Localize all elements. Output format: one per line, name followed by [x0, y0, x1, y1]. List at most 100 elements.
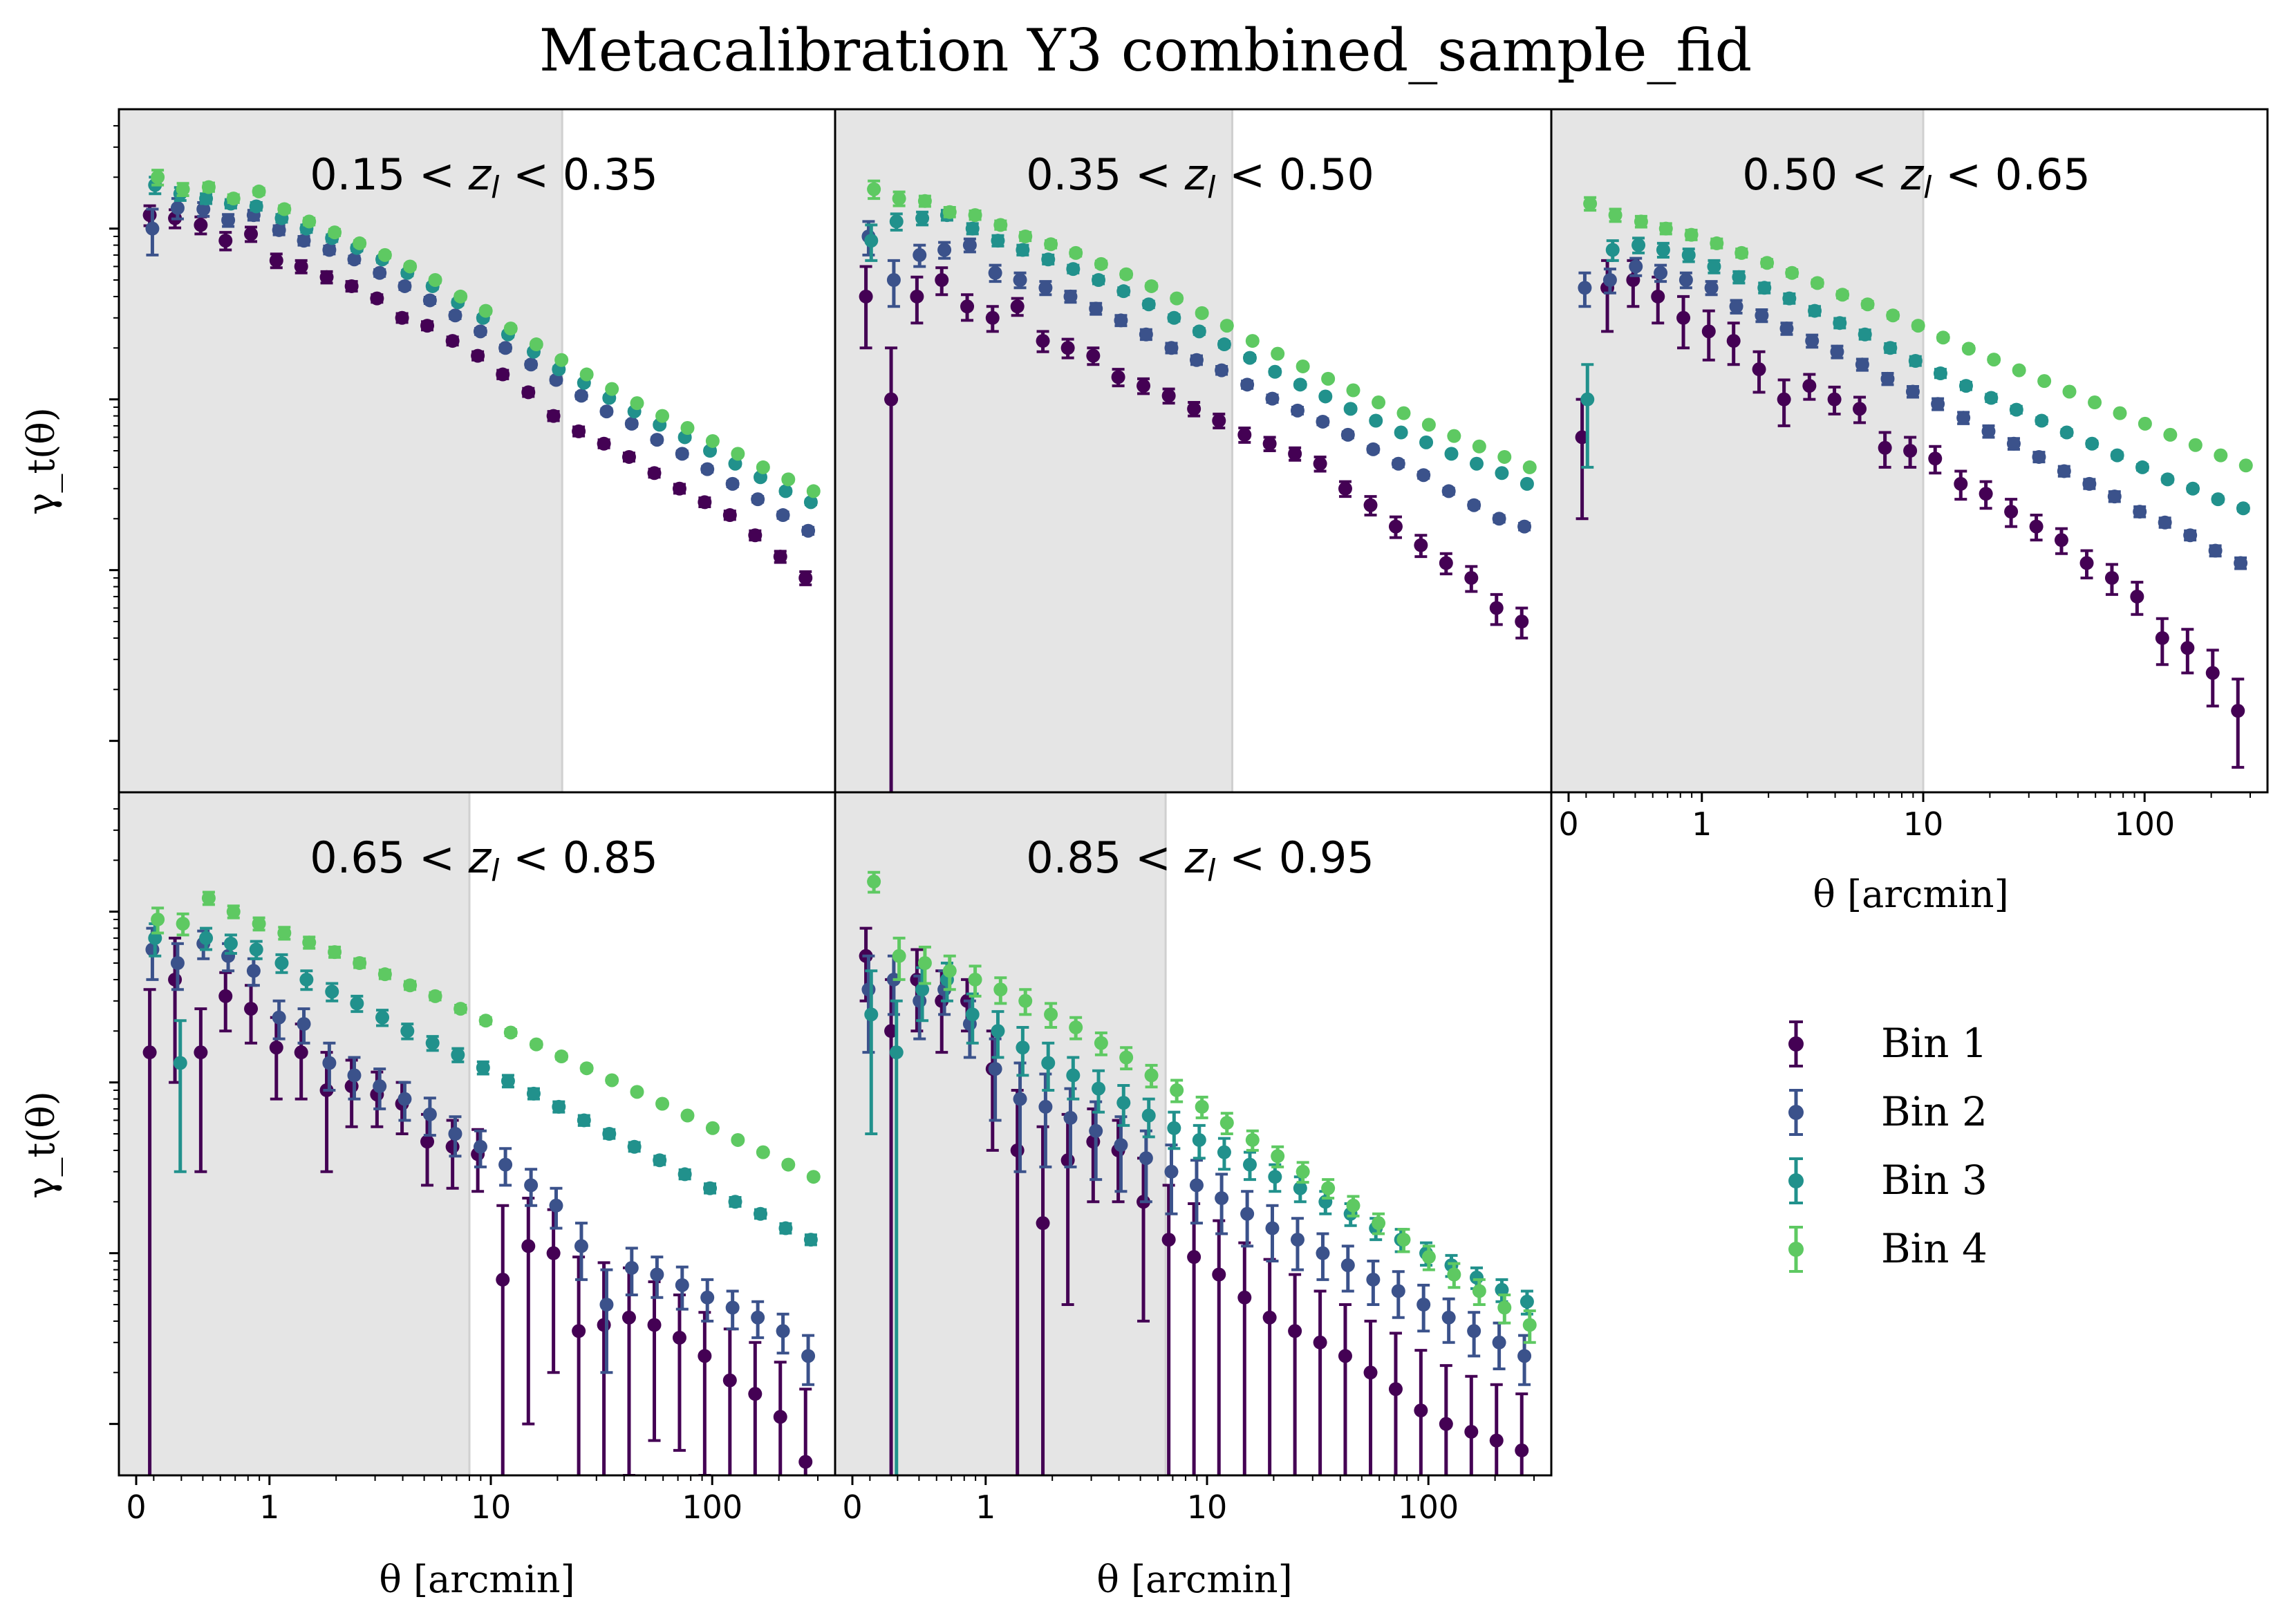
data-point — [2231, 704, 2245, 718]
data-point — [1860, 297, 1875, 312]
data-point — [1414, 1403, 1428, 1418]
data-point — [272, 1010, 286, 1025]
data-point — [274, 956, 289, 970]
data-point — [1237, 1290, 1252, 1305]
data-point — [325, 984, 339, 999]
data-point — [319, 270, 334, 284]
panel-frame — [834, 791, 1553, 1477]
data-point — [1470, 1270, 1484, 1285]
data-point — [1956, 411, 1971, 425]
data-point — [859, 289, 873, 304]
data-point — [521, 1239, 536, 1253]
data-point — [395, 310, 409, 325]
data-point — [1578, 281, 1592, 295]
data-point — [579, 367, 594, 382]
data-point — [353, 236, 367, 250]
data-point — [864, 234, 879, 248]
data-point — [1016, 243, 1030, 257]
data-point — [1519, 476, 1534, 491]
data-point — [1726, 334, 1741, 348]
x-tick-label: 100 — [1398, 1488, 1459, 1526]
data-point — [1396, 1233, 1411, 1247]
data-point — [524, 1178, 539, 1193]
data-point — [1853, 402, 1867, 416]
data-point — [1187, 1250, 1201, 1264]
data-point — [1069, 1020, 1083, 1035]
data-point — [2180, 641, 2195, 655]
data-point — [1321, 371, 1336, 386]
data-point — [1629, 259, 1643, 274]
data-point — [1903, 444, 1918, 458]
legend-label: Bin 3 — [1881, 1157, 1988, 1204]
data-point — [277, 202, 292, 216]
data-point — [773, 1410, 787, 1424]
data-point — [1167, 310, 1181, 325]
data-point — [297, 1017, 311, 1032]
data-point — [1018, 229, 1033, 243]
data-point — [798, 570, 813, 585]
data-point — [1928, 451, 1943, 466]
data-point — [1684, 227, 1699, 242]
data-point — [1602, 273, 1617, 287]
data-point — [801, 1349, 816, 1363]
data-point — [246, 964, 261, 978]
data-point — [1212, 413, 1226, 428]
panel-1: 0.15 < zl < 0.35 — [109, 108, 836, 794]
data-point — [1984, 391, 1999, 405]
data-point — [1421, 418, 1436, 432]
data-point — [2214, 448, 2228, 463]
data-point — [1757, 281, 1772, 295]
series-bin-4 — [867, 870, 1537, 1344]
data-point — [498, 341, 513, 355]
data-point — [398, 1092, 412, 1106]
data-point — [2032, 449, 2046, 464]
panel-2: 0.35 < zl < 0.50 — [834, 108, 1553, 794]
data-point — [1044, 1007, 1058, 1022]
data-point — [2234, 556, 2248, 570]
data-point — [451, 1047, 465, 1062]
data-point — [1363, 498, 1378, 512]
data-point — [353, 956, 367, 970]
data-point — [176, 182, 190, 196]
data-point — [1827, 392, 1842, 407]
data-point — [1141, 1108, 1156, 1123]
x-tick-label: 0 — [126, 1488, 146, 1526]
data-point — [347, 252, 362, 267]
data-point — [521, 385, 536, 400]
data-point — [1676, 310, 1691, 325]
data-point — [1036, 1216, 1050, 1231]
scale-cut-region — [119, 109, 563, 792]
data-point — [884, 392, 899, 407]
data-point — [754, 1206, 768, 1221]
data-point — [751, 1310, 765, 1325]
data-point — [252, 917, 266, 931]
data-point — [680, 421, 695, 436]
data-point — [1835, 288, 1850, 302]
data-point — [2183, 528, 2198, 543]
data-point — [1262, 436, 1277, 451]
data-point — [478, 304, 493, 318]
data-point — [1271, 1149, 1285, 1164]
data-point — [549, 373, 563, 387]
data-point — [420, 1135, 435, 1149]
data-point — [1388, 519, 1403, 534]
data-point — [889, 214, 904, 229]
data-point — [1192, 324, 1206, 339]
data-point — [1060, 1153, 1075, 1168]
data-point — [913, 993, 927, 1008]
data-point — [1472, 439, 1486, 454]
data-point — [968, 208, 982, 223]
data-point — [546, 1246, 561, 1260]
series-bin-1 — [142, 204, 813, 586]
data-point — [1010, 299, 1025, 314]
data-point — [1313, 1335, 1327, 1350]
data-point — [1316, 414, 1330, 429]
data-point — [572, 424, 586, 438]
data-point — [1936, 330, 1950, 345]
data-point — [577, 1113, 591, 1128]
data-point — [725, 1300, 740, 1315]
data-point — [602, 1127, 617, 1141]
data-point — [2035, 413, 2049, 428]
data-point — [867, 875, 881, 889]
data-point — [328, 225, 342, 240]
